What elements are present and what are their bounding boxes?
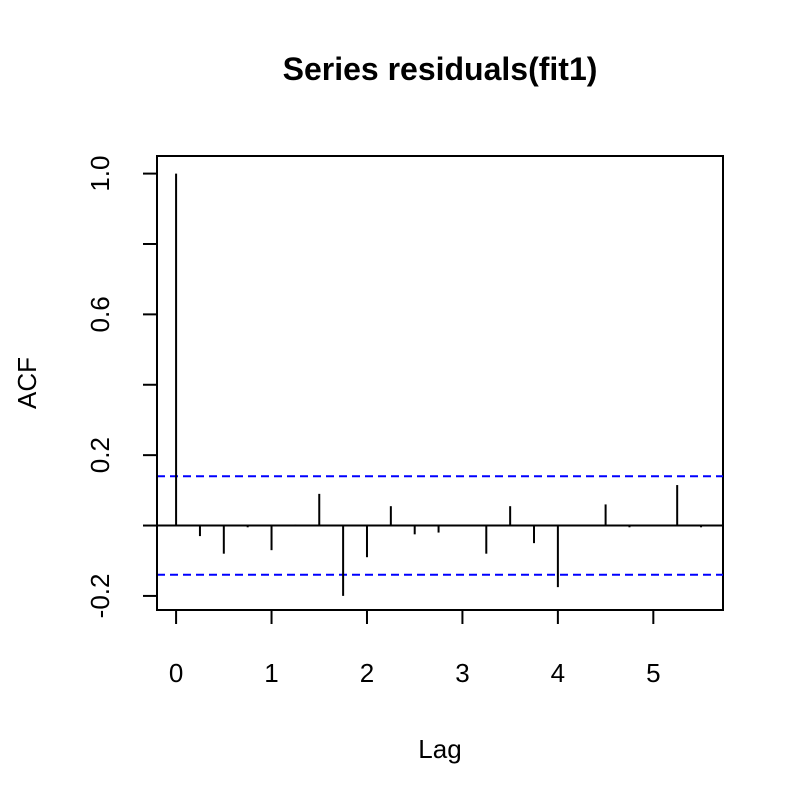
- chart-title: Series residuals(fit1): [283, 51, 598, 87]
- x-axis-label: Lag: [418, 734, 461, 764]
- x-tick-label: 1: [264, 658, 278, 688]
- x-tick-label: 2: [360, 658, 374, 688]
- x-tick-label: 0: [169, 658, 183, 688]
- y-tick-label: 0.6: [85, 296, 115, 332]
- x-tick-label: 4: [551, 658, 565, 688]
- x-tick-label: 3: [455, 658, 469, 688]
- plot-frame: [156, 155, 724, 611]
- y-tick-label: 0.2: [85, 437, 115, 473]
- y-tick-label: -0.2: [85, 574, 115, 619]
- plot-marks: [157, 173, 723, 596]
- x-tick-label: 5: [646, 658, 660, 688]
- y-axis-label: ACF: [12, 357, 42, 409]
- y-tick-label: 1.0: [85, 156, 115, 192]
- axes: 0 1 2 3 4 5 -0.2 0.2 0.6 1.0: [85, 156, 661, 688]
